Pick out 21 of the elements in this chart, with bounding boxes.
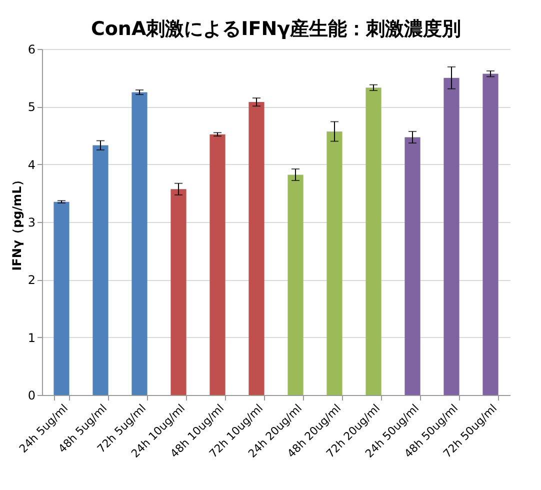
- bar: [288, 174, 304, 395]
- y-tick-label: 4: [28, 158, 36, 172]
- y-tick-label: 0: [28, 388, 36, 402]
- y-axis-title: IFNγ（pg/mL）: [10, 174, 24, 271]
- y-tick-label: 6: [28, 42, 36, 56]
- bar: [482, 74, 498, 395]
- bar: [170, 189, 186, 395]
- y-tick-label: 2: [28, 273, 36, 288]
- bar: [92, 145, 108, 395]
- bar: [210, 134, 226, 395]
- bar: [248, 102, 264, 395]
- y-tick-label: 1: [28, 330, 36, 345]
- y-tick-label: 5: [28, 100, 36, 114]
- bar: [54, 202, 70, 395]
- bar: [132, 92, 148, 395]
- chart-title: ConA刺激によるIFNγ産生能：刺激濃度別: [90, 18, 462, 40]
- bar: [444, 78, 460, 395]
- bar: [404, 137, 420, 395]
- y-tick-label: 3: [28, 216, 36, 230]
- bar: [366, 88, 382, 395]
- bar: [326, 131, 342, 395]
